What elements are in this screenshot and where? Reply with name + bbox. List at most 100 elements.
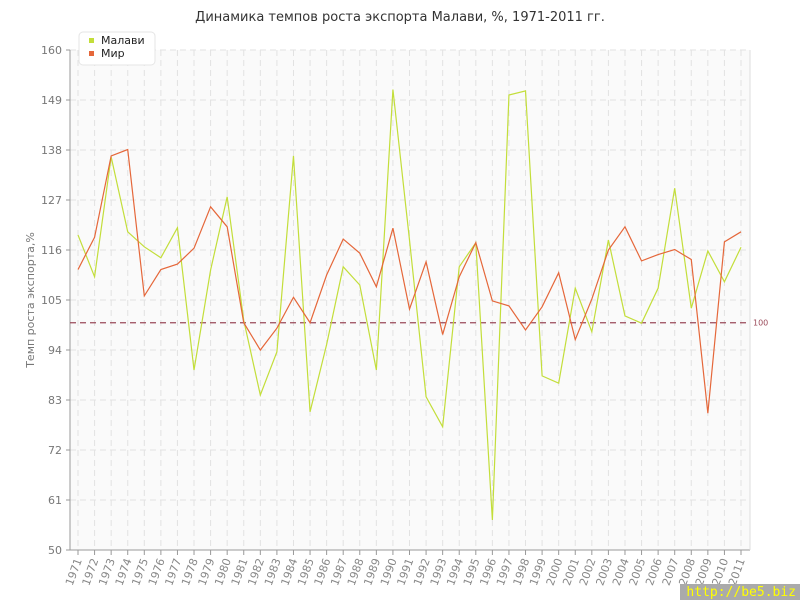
data-point [607, 239, 610, 242]
data-point [275, 327, 278, 330]
data-point [474, 241, 477, 244]
data-point [657, 287, 660, 290]
data-point [723, 280, 726, 283]
data-point [557, 382, 560, 385]
data-point [408, 308, 411, 311]
watermark[interactable]: http://be5.biz [680, 584, 800, 600]
legend-box [78, 31, 156, 66]
data-point [574, 287, 577, 290]
data-point [193, 369, 196, 372]
data-point [607, 249, 610, 252]
data-point [657, 253, 660, 256]
reference-line-label: 100 [753, 319, 768, 328]
data-point [391, 88, 394, 91]
y-tick-label: 138 [41, 144, 62, 157]
y-tick-label: 149 [41, 94, 62, 107]
data-point [640, 322, 643, 325]
data-point [342, 265, 345, 268]
y-tick-label: 72 [48, 444, 62, 457]
data-point [126, 148, 129, 151]
data-point [358, 284, 361, 287]
y-tick-label: 160 [41, 44, 62, 57]
data-point [425, 260, 428, 263]
data-point [491, 519, 494, 522]
data-point [441, 425, 444, 428]
data-point [193, 247, 196, 250]
y-tick-label: 83 [48, 394, 62, 407]
series-line-2 [77, 148, 742, 414]
data-point [325, 343, 328, 346]
y-tick-label: 61 [48, 494, 62, 507]
y-tick-label: 94 [48, 344, 62, 357]
legend-label: Малави [101, 34, 145, 47]
data-point [623, 314, 626, 317]
data-point [159, 256, 162, 259]
data-point [342, 238, 345, 241]
data-point [159, 268, 162, 271]
data-point [458, 275, 461, 278]
data-point [524, 329, 527, 332]
y-tick-label: 105 [41, 294, 62, 307]
data-point [706, 249, 709, 252]
data-point [740, 246, 743, 249]
chart-title: Динамика темпов роста экспорта Малави, %… [195, 10, 605, 25]
data-point [93, 275, 96, 278]
data-point [209, 205, 212, 208]
data-point [242, 321, 245, 324]
data-point [325, 274, 328, 277]
data-point [507, 304, 510, 307]
y-axis-label: Темп роста экспорта,% [24, 232, 37, 369]
data-point [640, 259, 643, 262]
data-point [507, 94, 510, 97]
data-point [391, 227, 394, 230]
data-point [557, 271, 560, 274]
data-point [541, 305, 544, 308]
data-point [541, 374, 544, 377]
legend-label: Мир [101, 47, 125, 60]
data-point [143, 294, 146, 297]
data-point [706, 412, 709, 415]
data-point [77, 268, 80, 271]
data-point [740, 230, 743, 233]
data-point [441, 333, 444, 336]
data-point [590, 330, 593, 333]
data-point [673, 187, 676, 190]
y-tick-label: 127 [41, 194, 62, 207]
data-point [292, 296, 295, 299]
data-point [408, 239, 411, 242]
data-point [176, 226, 179, 229]
data-point [143, 245, 146, 248]
data-point [309, 410, 312, 413]
data-point [690, 307, 693, 310]
legend-swatch [89, 38, 94, 43]
data-point [590, 298, 593, 301]
legend-swatch [89, 51, 94, 56]
data-point [491, 299, 494, 302]
data-point [673, 248, 676, 251]
data-point [723, 240, 726, 243]
data-point [176, 263, 179, 266]
data-point [110, 154, 113, 157]
data-point [126, 230, 129, 233]
data-point [623, 225, 626, 228]
data-point [259, 394, 262, 397]
y-tick-label: 50 [48, 544, 62, 557]
data-point [425, 395, 428, 398]
data-point [690, 258, 693, 261]
data-point [226, 225, 229, 228]
data-point [524, 89, 527, 92]
data-point [574, 338, 577, 341]
data-point [375, 285, 378, 288]
data-point [226, 195, 229, 198]
data-point [375, 369, 378, 372]
data-point [93, 236, 96, 239]
data-point [209, 269, 212, 272]
data-point [259, 349, 262, 352]
data-point [309, 321, 312, 324]
data-point [77, 234, 80, 237]
data-point [358, 252, 361, 255]
data-point [292, 154, 295, 157]
y-tick-label: 116 [41, 244, 62, 257]
